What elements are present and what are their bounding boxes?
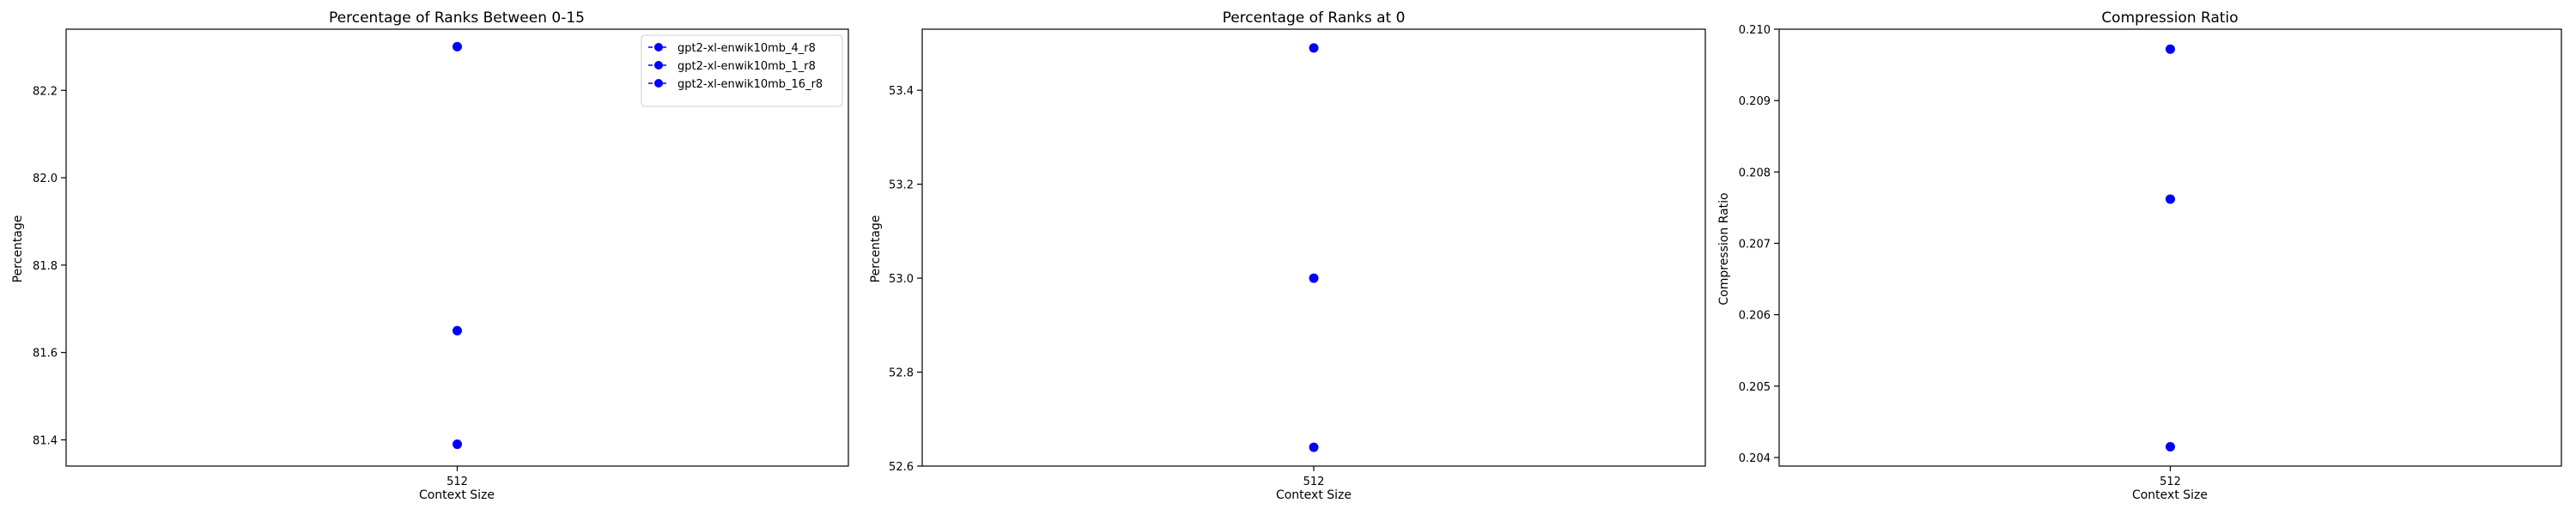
y-tick-label: 0.208: [1739, 167, 1771, 179]
data-point: [453, 41, 462, 52]
legend-marker: [654, 43, 663, 52]
y-tick-label: 0.207: [1739, 239, 1771, 251]
data-point: [2166, 194, 2175, 204]
legend-label: gpt2-xl-enwik10mb_4_r8: [677, 42, 816, 55]
data-point: [453, 439, 462, 450]
y-axis-label: Percentage: [869, 215, 883, 283]
legend: gpt2-xl-enwik10mb_4_r8 gpt2-xl-enwik10mb_…: [641, 34, 843, 107]
plot-frame: [1778, 28, 2562, 467]
x-tick-label: 512: [2160, 476, 2181, 488]
chart-panel-compression-ratio: Compression Ratio Context Size Compressi…: [1717, 9, 2239, 502]
y-axis-label: Percentage: [11, 215, 25, 283]
x-axis-label: Context Size: [1276, 488, 1352, 502]
chart-marks: 81.4 81.6 81.8 82.0 82.2 512 gpt2-xl-enwik10mb…: [33, 24, 2562, 488]
plot-area: 52.6 52.8 53.0 53.2 53.4 512: [889, 28, 1706, 488]
y-tick-label: 81.6: [33, 348, 58, 360]
y-tick-label: 53.2: [889, 179, 914, 192]
legend-label: gpt2-xl-enwik10mb_16_r8: [677, 78, 823, 91]
y-tick-label: 81.8: [33, 260, 58, 273]
data-point: [1309, 273, 1319, 283]
y-tick-label: 82.0: [33, 173, 58, 185]
legend-marker: [654, 79, 663, 88]
data-point: [1309, 442, 1319, 452]
x-tick-label: 512: [447, 476, 468, 488]
y-tick-label: 52.8: [889, 367, 914, 380]
legend-label: gpt2-xl-enwik10mb_1_r8: [677, 60, 816, 73]
y-tick-label: 52.6: [889, 461, 914, 474]
plot-frame: [921, 28, 1706, 467]
x-axis-label: Context Size: [2132, 488, 2208, 502]
y-tick-label: 0.210: [1739, 24, 1771, 37]
y-tick-label: 0.204: [1739, 452, 1771, 465]
data-point: [453, 325, 462, 336]
chart-panel-ranks-0-15: Percentage of Ranks Between 0-15 Context…: [11, 9, 585, 502]
y-tick-label: 82.2: [33, 85, 58, 98]
y-tick-label: 53.4: [889, 85, 914, 98]
legend-marker: [654, 61, 663, 70]
plot-area: 81.4 81.6 81.8 82.0 82.2 512 gpt2-xl-enwik10mb…: [33, 28, 849, 488]
y-tick-label: 0.206: [1739, 310, 1771, 323]
data-point: [2166, 44, 2175, 54]
chart-title: Percentage of Ranks at 0: [1223, 9, 1406, 27]
y-tick-label: 0.205: [1739, 381, 1771, 394]
x-tick-label: 512: [1303, 476, 1325, 488]
plot-area: 0.204 0.205 0.206 0.207 0.208 0.209 0.210 512: [1739, 24, 2562, 488]
y-tick-label: 0.209: [1739, 95, 1771, 108]
legend-box: [641, 34, 843, 107]
chart-title: Compression Ratio: [2101, 9, 2238, 27]
chart-title: Percentage of Ranks Between 0-15: [329, 9, 585, 27]
y-axis-label: Compression Ratio: [1717, 192, 1731, 305]
y-tick-label: 81.4: [33, 434, 58, 447]
data-point: [1309, 43, 1319, 53]
data-point: [2166, 442, 2175, 452]
chart-panel-ranks-at-0: Percentage of Ranks at 0 Context Size Pe…: [869, 9, 1405, 502]
plot-frame: [65, 28, 849, 467]
x-axis-label: Context Size: [419, 488, 495, 502]
y-tick-label: 53.0: [889, 273, 914, 286]
